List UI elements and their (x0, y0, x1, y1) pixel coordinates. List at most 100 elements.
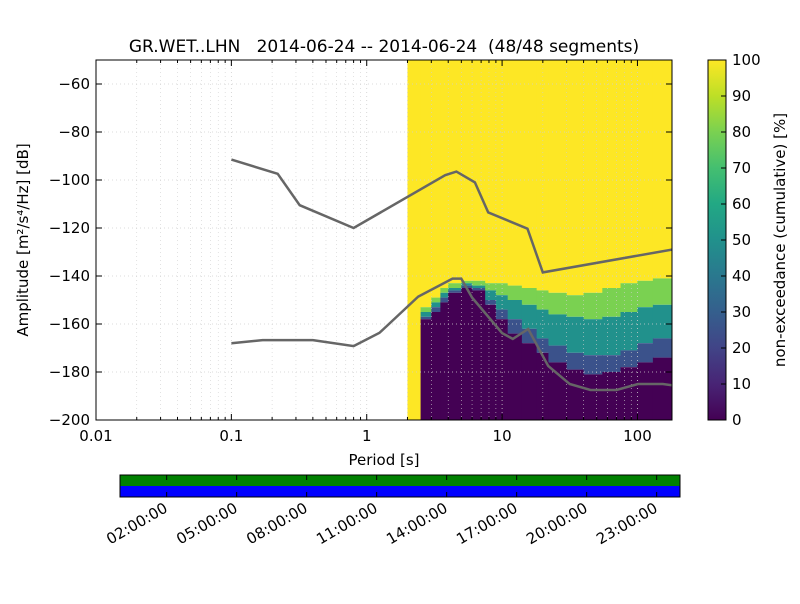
heatmap-cell (637, 307, 654, 344)
y-tick-label: −120 (49, 219, 90, 237)
heatmap-cell (521, 288, 538, 305)
series-line-nlnm (231, 277, 672, 392)
heatmap-cell (472, 280, 486, 286)
heatmap-cell (472, 288, 486, 291)
heatmap-cell (448, 288, 462, 291)
time-tick-label: 02:00:00 (103, 499, 170, 548)
time-coverage-axis: 02:00:00 05:00:00 08:00:00 11:00:00 14:00:00… (103, 474, 681, 548)
colorbar-tick-label: 40 (732, 267, 751, 285)
plot-frame (95, 59, 673, 421)
heatmap-cell (637, 280, 654, 308)
heatmap-cell (440, 292, 449, 298)
y-tick-label: −200 (49, 411, 90, 429)
colorbar-tick-label: 10 (732, 375, 751, 393)
time-tick-label: 17:00:00 (453, 499, 520, 548)
heatmap-cell (431, 60, 441, 298)
heatmap-cell (652, 304, 672, 339)
heatmap-cell (495, 60, 509, 284)
heatmap-cell (637, 362, 654, 420)
heatmap-cell (602, 60, 622, 288)
heatmap-cell (472, 285, 486, 288)
heatmap-cell (431, 312, 441, 420)
time-tick-label: 20:00:00 (523, 499, 590, 548)
time-axis-frame (119, 474, 681, 498)
time-band-data (120, 475, 680, 486)
heatmap-cell (507, 333, 523, 420)
heatmap-cell (485, 60, 497, 284)
heatmap-cell (485, 304, 497, 420)
heatmap-cell (485, 283, 497, 291)
series-line-nhnm (231, 158, 672, 274)
heatmap-cell (620, 283, 639, 312)
heatmap-cell (485, 300, 497, 305)
heatmap-cell (652, 357, 672, 420)
heatmap-cell (431, 302, 441, 308)
heatmap-cell (521, 60, 538, 288)
heatmap-cell (521, 304, 538, 329)
heatmap-cell (548, 292, 568, 315)
heatmap (407, 60, 672, 420)
x-tick-label: 1 (362, 427, 372, 445)
heatmap-cell (431, 307, 441, 312)
colorbar-tick-label: 80 (732, 123, 751, 141)
heatmap-cell (495, 309, 509, 320)
heatmap-cell (652, 60, 672, 279)
x-tick-label: 100 (623, 427, 652, 445)
colorbar-tick-label: 70 (732, 159, 751, 177)
heatmap-cell (548, 314, 568, 346)
heatmap-cell (495, 319, 509, 420)
heatmap-cell (583, 60, 603, 293)
chart-title: GR.WET..LHN 2014-06-24 -- 2014-06-24 (48… (129, 37, 639, 57)
heatmap-cell (448, 283, 462, 288)
heatmap-cell (652, 338, 672, 358)
colorbar-tick-label: 50 (732, 231, 751, 249)
x-tick-label: 0.01 (79, 427, 112, 445)
time-tick-label: 11:00:00 (313, 499, 380, 548)
heatmap-cell (461, 288, 473, 420)
heatmap-cell (420, 307, 432, 312)
heatmap-cell (637, 343, 654, 363)
heatmap-cell (507, 319, 523, 334)
heatmap-cell (420, 319, 432, 420)
heatmap-cell (583, 319, 603, 356)
heatmap-cell (583, 355, 603, 375)
time-tick-label: 08:00:00 (243, 499, 310, 548)
heatmap-cell (583, 292, 603, 320)
heatmap-cell (620, 350, 639, 368)
y-tick-label: −80 (58, 123, 90, 141)
heatmap-cell (566, 295, 585, 317)
x-tick-label: 0.1 (219, 427, 243, 445)
heatmap-cell (521, 343, 538, 420)
heatmap-cell (620, 60, 639, 284)
heatmap-cell (602, 372, 622, 420)
heatmap-cell (620, 367, 639, 420)
heatmap-cell (583, 374, 603, 420)
colorbar-tick-label: 100 (732, 51, 761, 69)
heatmap-cell (461, 280, 473, 284)
heatmap-cell (420, 60, 432, 308)
x-tick-label: 10 (493, 427, 512, 445)
heatmap-cell (637, 60, 654, 281)
heatmap-cell (602, 316, 622, 356)
heatmap-cell (420, 312, 432, 317)
heatmap-cell (548, 362, 568, 420)
heatmap-cell (652, 278, 672, 305)
heatmap-cell (548, 345, 568, 363)
y-axis-label: Amplitude [m²/s⁴/Hz] [dB] (14, 143, 32, 336)
noise-model-lines (231, 158, 672, 392)
heatmap-cell (431, 297, 441, 303)
heatmap-cell (536, 352, 550, 420)
heatmap-cell (472, 290, 486, 420)
time-band-processed (120, 486, 680, 497)
heatmap-cell (440, 60, 449, 288)
y-tick-label: −140 (49, 267, 90, 285)
heatmap-cell (602, 355, 622, 372)
colorbar-tick-label: 60 (732, 195, 751, 213)
y-axis: −60 −80 −100 −120 −140 −160 −180 −200 (49, 75, 672, 429)
colorbar-label: non-exceedance (cumulative) [%] (771, 113, 789, 367)
heatmap-cell (566, 369, 585, 420)
colorbar-axis: 0 10 20 30 40 50 60 70 80 90 100 (721, 51, 761, 429)
heatmap-cell (602, 288, 622, 317)
heatmap-cell (440, 297, 449, 303)
